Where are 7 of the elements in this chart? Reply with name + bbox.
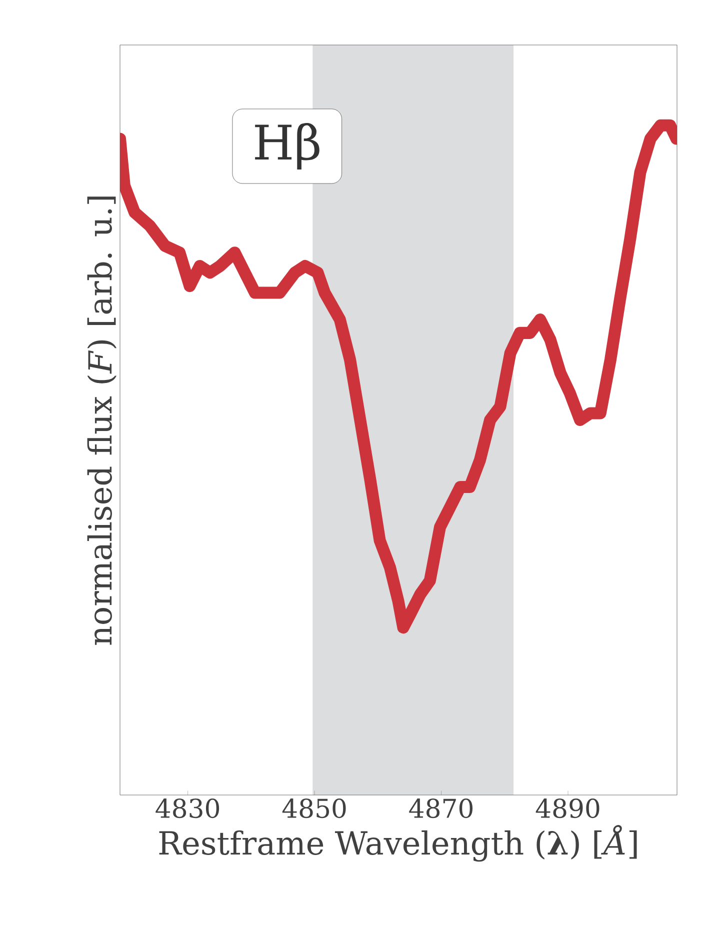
x-tick-label: 4870 [409,798,473,818]
x-tick-label: 4890 [536,798,600,818]
x-tick-label: 4850 [282,798,346,818]
x-axis-title: Restframe Wavelength (λ) [Å] [159,824,637,862]
annotation: Hβ [255,122,320,170]
y-axis-title: normalised flux (F) [arb. u.] [87,196,116,645]
x-tick-label: 4830 [156,798,220,818]
